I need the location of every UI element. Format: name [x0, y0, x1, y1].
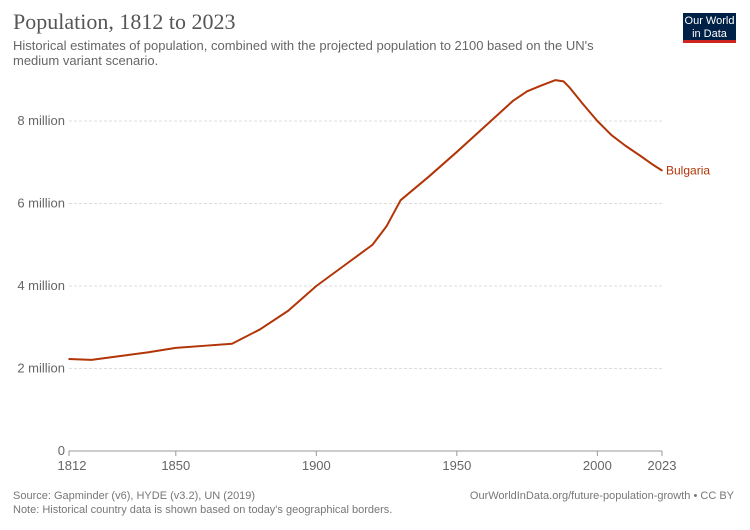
- chart-subtitle: Historical estimates of population, comb…: [13, 38, 594, 68]
- data-point: [343, 264, 346, 267]
- data-point: [484, 125, 486, 128]
- data-point: [174, 347, 177, 349]
- data-point: [231, 342, 233, 345]
- y-tick-label: 8 million: [17, 113, 65, 128]
- data-point: [582, 103, 585, 106]
- note-text: Note: Historical country data is shown b…: [13, 504, 393, 516]
- source-text: Source: Gapminder (v6), HYDE (v3.2), UN …: [13, 490, 256, 502]
- data-point: [399, 199, 402, 201]
- data-point: [652, 164, 655, 166]
- data-point: [526, 90, 528, 93]
- x-tick-label: 1850: [161, 458, 190, 473]
- chart-title: Population, 1812 to 2023: [13, 9, 236, 34]
- x-tick-label: 1900: [302, 458, 331, 473]
- data-point: [287, 309, 290, 312]
- data-point: [568, 86, 571, 88]
- y-tick-label: 0: [58, 443, 65, 458]
- data-point: [624, 144, 627, 147]
- data-point: [90, 359, 93, 361]
- data-point: [512, 99, 514, 102]
- data-point: [554, 79, 557, 81]
- series-line: [68, 79, 663, 361]
- source-link[interactable]: OurWorldInData.org/future-population-gro…: [469, 490, 734, 502]
- data-point: [371, 243, 374, 246]
- x-tick-label: 2000: [583, 458, 612, 473]
- y-tick-label: 2 million: [17, 361, 65, 376]
- data-point: [661, 169, 663, 172]
- data-point: [385, 225, 388, 227]
- data-point: [562, 80, 565, 83]
- data-point: [610, 134, 613, 136]
- data-point: [427, 175, 430, 178]
- series-label: Bulgaria: [666, 164, 710, 178]
- data-point: [315, 285, 318, 287]
- data-point: [596, 120, 599, 122]
- data-point: [638, 154, 641, 157]
- data-point: [68, 358, 70, 360]
- x-tick-label: 2023: [648, 458, 677, 473]
- data-point: [540, 84, 542, 87]
- owid-logo[interactable]: Our World in Data: [683, 13, 736, 43]
- x-tick-label: 1950: [442, 458, 471, 473]
- x-tick-label: 1812: [58, 458, 87, 473]
- data-point: [259, 328, 261, 331]
- data-point: [203, 345, 205, 347]
- data-point: [118, 355, 121, 357]
- data-point: [456, 151, 458, 153]
- y-tick-label: 6 million: [17, 196, 65, 211]
- y-tick-label: 4 million: [17, 278, 65, 293]
- data-point: [146, 351, 149, 354]
